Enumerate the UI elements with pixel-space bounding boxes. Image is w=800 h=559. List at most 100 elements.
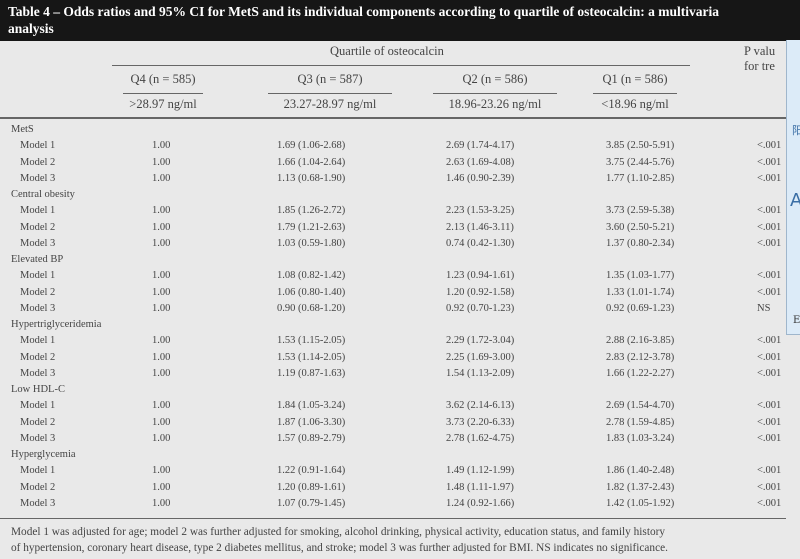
group-row: Hypertriglyceridemia <box>0 319 786 335</box>
p-value-cell: <.001 <box>757 205 782 217</box>
column-header-rule <box>593 93 677 94</box>
odds-ratio-cell-q3: 1.53 (1.15-2.05) <box>277 335 346 347</box>
group-row: Hyperglycemia <box>0 449 786 465</box>
group-row: Low HDL-C <box>0 384 786 400</box>
column-header-range: 23.27-28.97 ng/ml <box>283 97 377 111</box>
table-row: Model 3 1.00 1.07 (0.79-1.45) 1.24 (0.92-1.… <box>0 498 786 514</box>
odds-ratio-cell-q2: 1.23 (0.94-1.61) <box>446 270 515 282</box>
odds-ratio-cell-q4: 1.00 <box>152 351 171 363</box>
p-value-cell: NS <box>757 302 771 314</box>
odds-ratio-cell-q3: 1.53 (1.14-2.05) <box>277 351 346 363</box>
p-value-cell: <.001 <box>757 465 782 477</box>
odds-ratio-cell-q4: 1.00 <box>152 221 171 233</box>
overlay-glyph-bottom: E <box>793 315 800 326</box>
model-label: Model 1 <box>20 270 56 282</box>
odds-ratio-cell-q3: 1.79 (1.21-2.63) <box>277 221 346 233</box>
p-value-cell: <.001 <box>757 286 782 298</box>
group-label: Hyperglycemia <box>11 449 76 461</box>
group-label: Central obesity <box>11 189 75 201</box>
table-row: Model 3 1.00 1.13 (0.68-1.90) 1.46 (0.90-2.… <box>0 173 786 189</box>
model-label: Model 3 <box>20 432 56 444</box>
table-title-line-2: analysis <box>8 21 54 36</box>
odds-ratio-cell-q1: 2.88 (2.16-3.85) <box>606 335 675 347</box>
group-label: Elevated BP <box>11 254 64 266</box>
column-header-range: 18.96-23.26 ng/ml <box>448 97 542 111</box>
odds-ratio-cell-q4: 1.00 <box>152 140 171 152</box>
model-label: Model 3 <box>20 367 56 379</box>
odds-ratio-cell-q4: 1.00 <box>152 400 171 412</box>
odds-ratio-cell-q2: 1.48 (1.11-1.97) <box>446 481 514 493</box>
column-header-label: Q2 (n = 586) <box>462 72 528 86</box>
table-row: Model 2 1.00 1.87 (1.06-3.30) 3.73 (2.20-6.… <box>0 417 786 433</box>
odds-ratio-cell-q4: 1.00 <box>152 497 171 509</box>
odds-ratio-cell-q1: 1.33 (1.01-1.74) <box>606 286 675 298</box>
table-row: Model 3 1.00 1.03 (0.59-1.80) 0.74 (0.42-1.… <box>0 238 786 254</box>
p-value-cell: <.001 <box>757 432 782 444</box>
odds-ratio-cell-q2: 0.74 (0.42-1.30) <box>446 237 515 249</box>
p-trend-header-2: for tre <box>744 59 775 73</box>
group-row: Elevated BP <box>0 254 786 270</box>
model-label: Model 1 <box>20 335 56 347</box>
model-label: Model 1 <box>20 205 56 217</box>
odds-ratio-cell-q1: 3.60 (2.50-5.21) <box>606 221 675 233</box>
p-value-cell: <.001 <box>757 140 782 152</box>
p-value-cell: <.001 <box>757 481 782 493</box>
odds-ratio-cell-q3: 1.57 (0.89-2.79) <box>277 432 346 444</box>
odds-ratio-cell-q4: 1.00 <box>152 465 171 477</box>
odds-ratio-cell-q2: 0.92 (0.70-1.23) <box>446 302 515 314</box>
odds-ratio-cell-q1: 3.75 (2.44-5.76) <box>606 156 675 168</box>
model-label: Model 2 <box>20 221 56 233</box>
odds-ratio-cell-q3: 0.90 (0.68-1.20) <box>277 302 346 314</box>
column-header-rule <box>433 93 557 94</box>
spanner-header: Quartile of osteocalcin <box>330 44 444 58</box>
odds-ratio-cell-q3: 1.20 (0.89-1.61) <box>277 481 346 493</box>
odds-ratio-cell-q1: 2.69 (1.54-4.70) <box>606 400 675 412</box>
odds-ratio-cell-q3: 1.69 (1.06-2.68) <box>277 140 346 152</box>
odds-ratio-cell-q2: 2.69 (1.74-4.17) <box>446 140 515 152</box>
odds-ratio-cell-q1: 1.37 (0.80-2.34) <box>606 237 675 249</box>
group-label: Low HDL-C <box>11 384 65 396</box>
odds-ratio-cell-q3: 1.08 (0.82-1.42) <box>277 270 346 282</box>
p-value-cell: <.001 <box>757 400 782 412</box>
model-label: Model 3 <box>20 237 56 249</box>
odds-ratio-cell-q4: 1.00 <box>152 237 171 249</box>
model-label: Model 3 <box>20 497 56 509</box>
table-row: Model 2 1.00 1.79 (1.21-2.63) 2.13 (1.46-3.… <box>0 222 786 238</box>
odds-ratio-cell-q1: 1.86 (1.40-2.48) <box>606 465 675 477</box>
odds-ratio-cell-q1: 3.85 (2.50-5.91) <box>606 140 675 152</box>
column-header-label: Q3 (n = 587) <box>297 72 363 86</box>
odds-ratio-cell-q1: 2.83 (2.12-3.78) <box>606 351 675 363</box>
footnote-line-2: of hypertension, coronary heart disease,… <box>11 542 668 554</box>
table-row: Model 3 1.00 1.19 (0.87-1.63) 1.54 (1.13-2.… <box>0 368 786 384</box>
odds-ratio-cell-q2: 2.78 (1.62-4.75) <box>446 432 515 444</box>
group-label: Hypertriglyceridemia <box>11 319 102 331</box>
column-header-range: >28.97 ng/ml <box>129 97 197 111</box>
p-value-cell: <.001 <box>757 221 782 233</box>
table-row: Model 1 1.00 1.84 (1.05-3.24) 3.62 (2.14-6.… <box>0 400 786 416</box>
odds-ratio-cell-q3: 1.07 (0.79-1.45) <box>277 497 346 509</box>
odds-ratio-cell-q3: 1.03 (0.59-1.80) <box>277 237 346 249</box>
p-value-cell: <.001 <box>757 497 782 509</box>
odds-ratio-cell-q3: 1.22 (0.91-1.64) <box>277 465 346 477</box>
model-label: Model 1 <box>20 400 56 412</box>
p-trend-header-1: P valu <box>744 44 776 58</box>
p-value-cell: <.001 <box>757 172 782 184</box>
model-label: Model 1 <box>20 140 56 152</box>
side-panel-overlay[interactable]: 阳 A E <box>786 40 800 335</box>
table-row: Model 3 1.00 1.57 (0.89-2.79) 2.78 (1.62-4.… <box>0 433 786 449</box>
odds-ratio-cell-q3: 1.87 (1.06-3.30) <box>277 416 346 428</box>
odds-ratio-cell-q3: 1.19 (0.87-1.63) <box>277 367 346 379</box>
odds-ratio-cell-q2: 3.73 (2.20-6.33) <box>446 416 515 428</box>
p-value-cell: <.001 <box>757 351 782 363</box>
table-row: Model 2 1.00 1.06 (0.80-1.40) 1.20 (0.92-1.… <box>0 287 786 303</box>
table-row: Model 1 1.00 1.85 (1.26-2.72) 2.23 (1.53-3.… <box>0 205 786 221</box>
table-row: Model 3 1.00 0.90 (0.68-1.20) 0.92 (0.70-1.… <box>0 303 786 319</box>
model-label: Model 2 <box>20 351 56 363</box>
footnote-line-1: Model 1 was adjusted for age; model 2 wa… <box>11 526 666 538</box>
column-header-rule <box>123 93 203 94</box>
odds-ratio-cell-q4: 1.00 <box>152 367 171 379</box>
model-label: Model 2 <box>20 416 56 428</box>
table-title-line-1: Table 4 – Odds ratios and 95% CI for Met… <box>8 4 720 19</box>
group-row: MetS <box>0 124 786 140</box>
odds-ratio-cell-q2: 1.46 (0.90-2.39) <box>446 172 515 184</box>
